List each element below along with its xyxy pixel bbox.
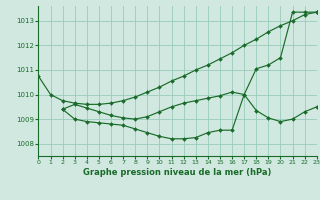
- X-axis label: Graphe pression niveau de la mer (hPa): Graphe pression niveau de la mer (hPa): [84, 168, 272, 177]
